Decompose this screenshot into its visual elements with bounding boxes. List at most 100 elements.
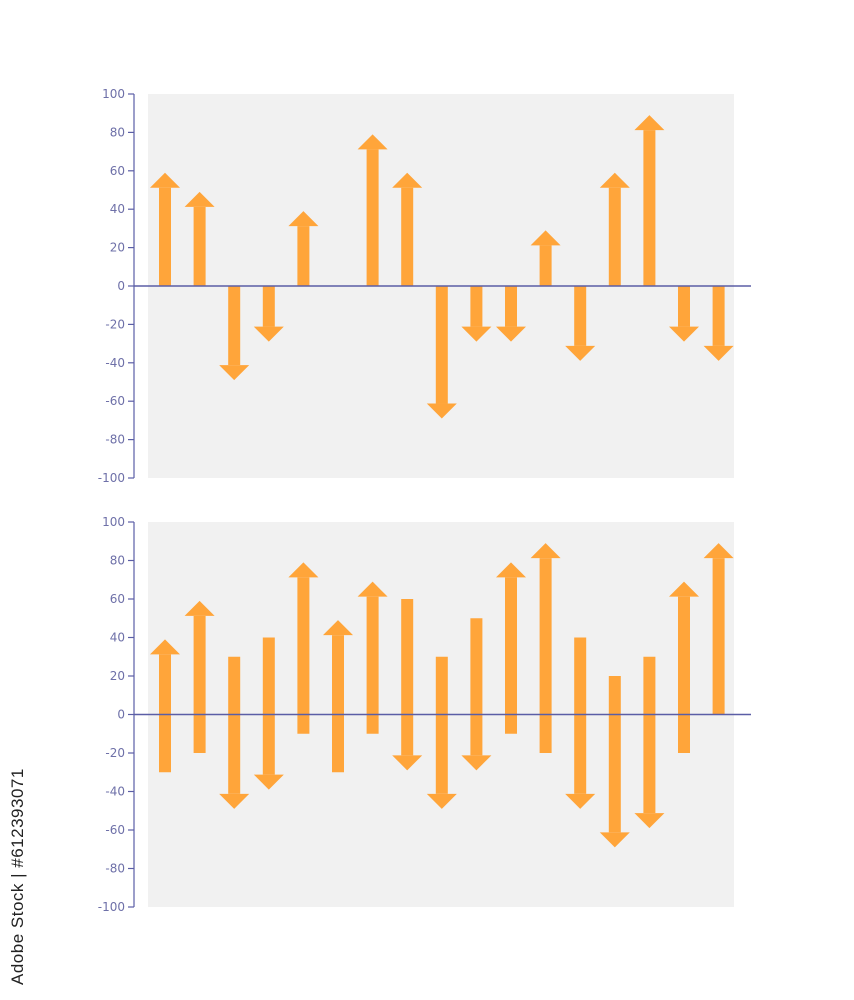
arrow-head <box>496 562 526 578</box>
arrow-mark <box>426 286 457 419</box>
arrow-mark <box>461 618 492 771</box>
arrow-shaft <box>262 286 275 327</box>
arrow-head <box>669 326 699 342</box>
y-tick-label: 80 <box>110 125 125 139</box>
arrow-shaft <box>608 187 621 286</box>
stock-watermark-text: Adobe Stock | #612393071 <box>8 768 27 985</box>
arrow-shaft <box>470 618 483 756</box>
arrow-shaft <box>712 286 725 346</box>
y-tick-label: 20 <box>110 241 125 255</box>
y-tick-label: -20 <box>105 746 125 760</box>
arrow-head <box>150 639 180 655</box>
top-arrow-chart: 100 80 60 40 20 0 -20 -40 -60 -80 -100 <box>98 87 751 485</box>
arrow-shaft <box>435 286 448 404</box>
arrow-mark <box>634 115 665 286</box>
arrow-shaft <box>193 206 206 286</box>
arrow-mark <box>461 286 492 342</box>
arrow-mark <box>530 543 561 753</box>
arrow-mark <box>288 562 319 734</box>
arrow-head <box>703 345 734 361</box>
y-tick-label: -40 <box>105 785 125 799</box>
y-tick-label: 60 <box>110 164 125 178</box>
arrow-mark <box>565 637 596 809</box>
arrow-head <box>288 211 319 227</box>
arrow-head <box>599 832 630 848</box>
y-tick-label: -20 <box>105 317 125 331</box>
arrow-head <box>323 620 353 636</box>
arrow-head <box>565 793 596 809</box>
y-tick-label: 40 <box>110 631 125 645</box>
arrow-shaft <box>574 286 587 346</box>
arrow-head <box>599 172 630 188</box>
arrow-shaft <box>505 577 517 734</box>
arrow-head <box>461 755 492 771</box>
arrow-shaft <box>297 577 310 734</box>
arrow-mark <box>288 211 319 286</box>
arrow-shaft <box>678 286 690 327</box>
arrow-head <box>357 581 388 597</box>
arrow-head <box>496 326 526 342</box>
arrow-head <box>669 581 699 597</box>
arrow-mark <box>184 191 215 286</box>
arrow-mark <box>703 543 734 715</box>
arrow-shaft <box>678 596 690 753</box>
arrow-head <box>530 230 561 246</box>
arrow-head <box>288 562 319 578</box>
y-tick-label: 60 <box>110 592 125 606</box>
bottom-arrow-chart: 100 80 60 40 20 0 -20 -40 -60 -80 -100 <box>98 515 751 914</box>
arrow-mark <box>599 172 630 286</box>
arrow-mark <box>669 286 699 342</box>
arrow-shaft <box>193 615 206 753</box>
arrow-mark <box>392 172 423 286</box>
arrow-shaft <box>297 226 310 286</box>
arrow-head <box>253 774 284 790</box>
arrow-mark <box>184 600 215 753</box>
arrow-head <box>426 793 457 809</box>
y-tick-label: -40 <box>105 356 125 370</box>
arrow-shaft <box>643 656 656 814</box>
arrow-shaft <box>539 245 552 286</box>
arrow-shaft <box>262 637 275 775</box>
arrow-shaft <box>159 654 171 773</box>
arrow-head <box>184 191 215 207</box>
arrow-shaft <box>366 149 379 286</box>
arrow-head <box>634 115 665 131</box>
y-tick-label: -80 <box>105 433 125 447</box>
y-tick-label: -80 <box>105 862 125 876</box>
arrow-head <box>392 172 423 188</box>
arrow-head <box>184 600 215 616</box>
arrow-shaft <box>470 286 483 327</box>
arrow-shaft <box>505 286 517 327</box>
arrow-mark <box>530 230 561 286</box>
y-tick-label: 0 <box>117 279 125 293</box>
arrow-shaft <box>332 635 344 773</box>
y-tick-label: -100 <box>98 471 125 485</box>
arrow-mark <box>634 656 665 829</box>
arrow-shaft <box>366 596 379 734</box>
arrow-shaft <box>159 187 171 286</box>
arrow-mark <box>253 286 284 342</box>
arrow-mark <box>496 286 526 342</box>
arrow-shaft <box>643 130 656 286</box>
arrow-shaft <box>574 637 587 794</box>
arrow-shaft <box>608 676 621 833</box>
y-tick-label: -60 <box>105 394 125 408</box>
arrow-mark <box>150 639 180 773</box>
arrow-mark <box>219 656 250 809</box>
arrow-mark <box>357 134 388 286</box>
y-tick-label: 100 <box>102 87 125 101</box>
arrow-mark <box>323 620 353 773</box>
arrow-head <box>634 813 665 829</box>
arrow-head <box>219 365 250 381</box>
y-tick-label: -100 <box>98 900 125 914</box>
y-tick-label: 40 <box>110 202 125 216</box>
arrow-shaft <box>228 656 241 794</box>
arrow-head <box>392 755 423 771</box>
arrow-head <box>150 172 180 188</box>
arrow-mark <box>392 599 423 771</box>
arrow-head <box>357 134 388 150</box>
arrow-mark <box>357 581 388 734</box>
arrow-head <box>253 326 284 342</box>
y-tick-label: -60 <box>105 823 125 837</box>
arrow-mark <box>150 172 180 286</box>
